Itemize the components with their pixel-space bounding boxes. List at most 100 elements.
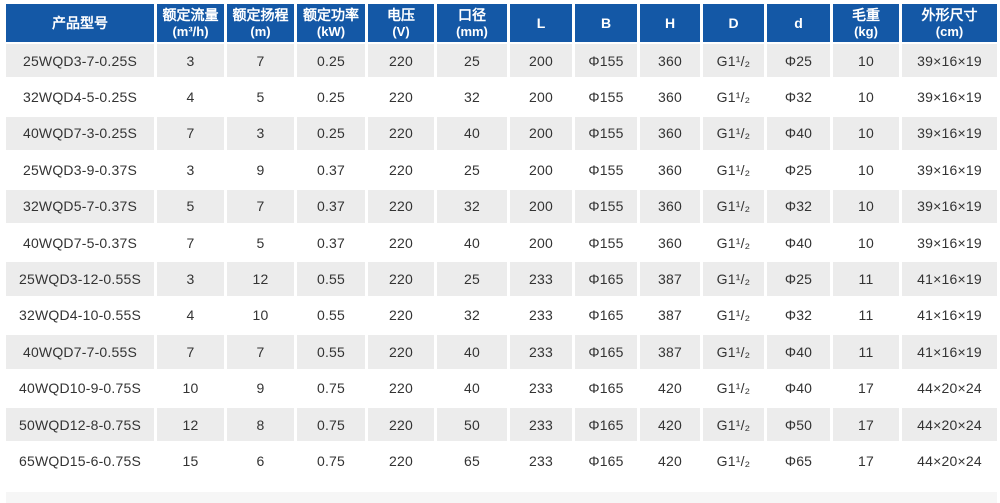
table-cell: Φ40 [767,335,833,372]
table-cell: G1¹/₂ [703,262,767,299]
table-cell: 41×16×19 [902,335,997,372]
table-cell: 7 [227,335,297,372]
table-cell: 233 [510,444,575,481]
table-cell: 9 [227,371,297,408]
table-cell: 25WQD3-9-0.37S [6,153,157,190]
col-header-label: L [536,14,546,31]
table-cell: 40WQD7-5-0.37S [6,225,157,263]
table-cell: 220 [368,189,437,226]
col-header-unit: (cm) [935,23,964,39]
col-header-label: d [794,14,803,31]
table-cell: 40 [437,371,510,408]
table-cell: 40 [437,335,510,372]
col-header-caliber: 口径 (mm) [437,4,510,44]
table-cell: 41×16×19 [902,262,997,299]
table-cell: 3 [157,44,227,81]
table-cell: 4 [157,298,227,336]
col-header-gross-weight: 毛重 (kg) [833,4,902,44]
table-cell: 0.75 [297,444,368,481]
table-cell: Φ25 [767,44,833,81]
col-header-unit: (kg) [854,23,878,39]
table-cell: 220 [368,225,437,263]
table-cell: 11 [833,262,902,299]
table-cell: 10 [833,116,902,154]
table-cell: 220 [368,262,437,299]
table-cell: 40 [437,116,510,154]
table-cell: G1¹/₂ [703,225,767,263]
table-cell: 220 [368,335,437,372]
table-cell: 0.55 [297,335,368,372]
table-cell: 387 [640,298,703,336]
table-cell: 25 [437,44,510,81]
table-cell: 200 [510,44,575,81]
table-cell: 32WQD4-10-0.55S [6,298,157,336]
table-cell: 8 [227,407,297,445]
col-header-label: B [600,14,612,31]
table-cell: 0.75 [297,371,368,408]
table-cell: G1¹/₂ [703,189,767,226]
col-header-voltage: 电压 (V) [368,4,437,44]
table-cell: 39×16×19 [902,189,997,226]
table-cell: 32 [437,298,510,336]
table-cell: 17 [833,444,902,481]
table-cell: 40WQD7-3-0.25S [6,116,157,154]
table-row: 25WQD3-7-0.25S 3 7 0.25 220 25 200 Φ155 360 G1¹/₂… [6,44,997,81]
table-cell: 44×20×24 [902,371,997,408]
col-header-label: 口径 [458,7,486,24]
table-cell: 5 [157,189,227,226]
table-row: 40WQD7-5-0.37S 7 5 0.37 220 40 200 Φ155 360 G1¹/₂… [6,225,997,263]
table-cell: 0.55 [297,298,368,336]
table-cell: 44×20×24 [902,444,997,481]
table-cell: 233 [510,371,575,408]
table-cell: Φ155 [575,225,640,263]
table-cell: Φ165 [575,444,640,481]
table-cell: 0.25 [297,80,368,117]
col-header-model: 产品型号 [6,4,157,44]
table-cell: 6 [227,444,297,481]
table-cell: Φ25 [767,153,833,190]
table-cell: 220 [368,407,437,445]
table-cell: G1¹/₂ [703,298,767,336]
table-cell: 5 [227,80,297,117]
col-header-label: D [728,14,739,31]
table-cell: 25WQD3-7-0.25S [6,44,157,81]
table-row: 65WQD15-6-0.75S 15 6 0.75 220 65 233 Φ165 420 G1¹… [6,444,997,481]
col-header-rated-flow: 额定流量 (m³/h) [157,4,227,44]
table-cell: 10 [833,153,902,190]
table-cell: 233 [510,298,575,336]
table-cell: 220 [368,371,437,408]
col-header-label: H [664,14,676,31]
table-cell: 17 [833,371,902,408]
table-cell: 50WQD12-8-0.75S [6,407,157,445]
table-cell: Φ40 [767,116,833,154]
col-header-label: 电压 [387,7,415,24]
table-cell: 200 [510,189,575,226]
table-row: 40WQD7-3-0.25S 7 3 0.25 220 40 200 Φ155 360 G1¹/₂… [6,116,997,154]
table-cell: 220 [368,444,437,481]
table-cell: 40WQD10-9-0.75S [6,371,157,408]
table-cell: 220 [368,298,437,336]
table-cell: 10 [833,44,902,81]
table-cell: 0.55 [297,262,368,299]
table-cell: 360 [640,80,703,117]
table-cell: Φ165 [575,371,640,408]
table-cell: 39×16×19 [902,116,997,154]
table-cell: 360 [640,153,703,190]
table-cell: 32WQD5-7-0.37S [6,189,157,226]
table-cell: 32 [437,189,510,226]
table-cell: 39×16×19 [902,225,997,263]
table-cell: 0.37 [297,225,368,263]
table-cell: Φ65 [767,444,833,481]
table-row: 32WQD4-5-0.25S 4 5 0.25 220 32 200 Φ155 360 G1¹/₂… [6,80,997,117]
table-cell: G1¹/₂ [703,371,767,408]
table-cell: 25 [437,262,510,299]
table-cell: G1¹/₂ [703,407,767,445]
table-cell: G1¹/₂ [703,44,767,81]
table-cell: 10 [833,225,902,263]
col-header-rated-head: 额定扬程 (m) [227,4,297,44]
table-cell: Φ40 [767,371,833,408]
col-header-unit: (m³/h) [172,23,209,39]
table-cell: Φ165 [575,262,640,299]
table-cell: 15 [157,444,227,481]
table-cell: Φ32 [767,80,833,117]
